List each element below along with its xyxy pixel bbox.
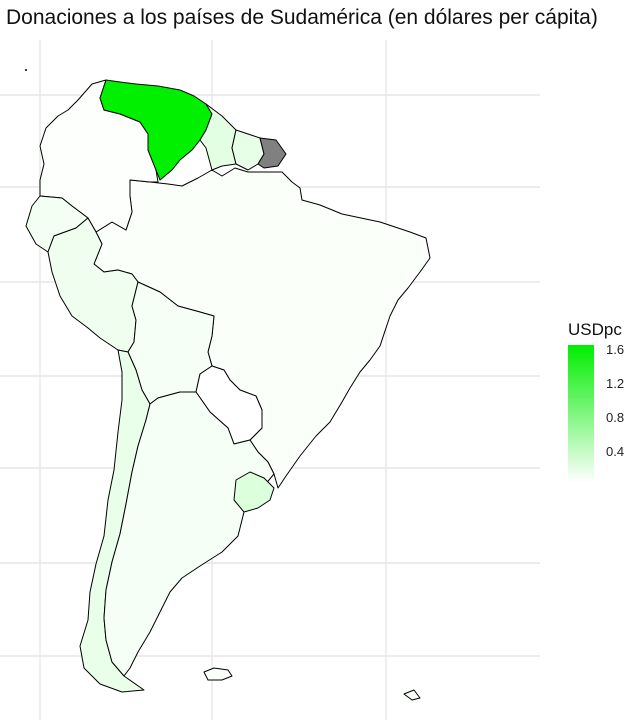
country-venezuela bbox=[99, 79, 213, 181]
legend-tick-mark bbox=[594, 452, 598, 453]
country-guyana bbox=[199, 103, 237, 171]
south-georgia bbox=[403, 689, 421, 701]
country-uruguay bbox=[233, 471, 275, 513]
legend-tick-label: 1.6 bbox=[606, 342, 625, 357]
legend-tick-label: 1.2 bbox=[606, 376, 625, 391]
legend-tick-mark bbox=[594, 384, 598, 385]
map-title: Donaciones a los países de Sudamérica (e… bbox=[6, 6, 598, 29]
legend-title: USDpc bbox=[568, 320, 622, 339]
legend-tick-mark bbox=[594, 418, 598, 419]
legend-tick-label: 0.8 bbox=[606, 410, 625, 425]
islet-dot bbox=[25, 69, 27, 71]
legend-color-bar bbox=[568, 345, 594, 483]
legend-tick-label: 0.4 bbox=[606, 444, 625, 459]
country-french-guiana bbox=[257, 137, 287, 169]
legend-tick-mark bbox=[594, 350, 598, 351]
country-argentina bbox=[103, 391, 275, 677]
falkland-islands bbox=[203, 667, 233, 681]
